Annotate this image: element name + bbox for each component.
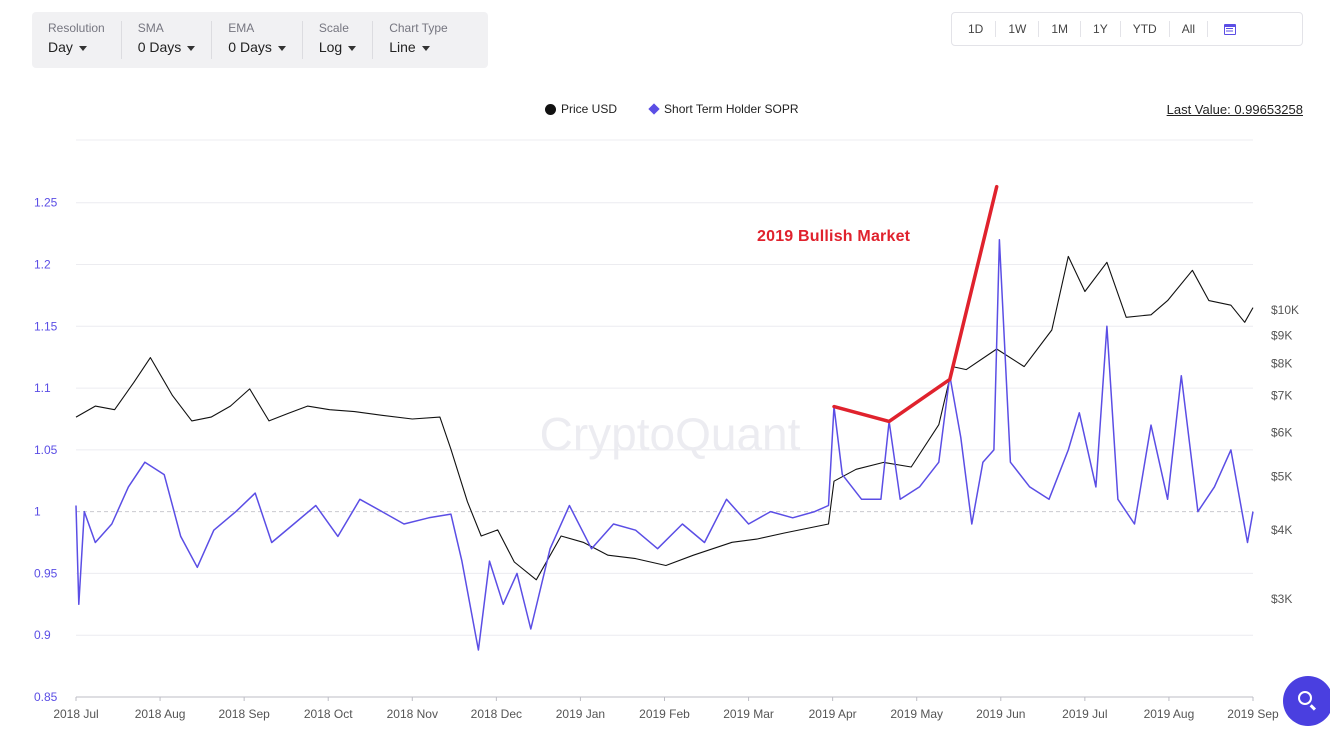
range-all-button[interactable]: All: [1168, 21, 1207, 37]
right-axis-tick-label: $8K: [1271, 357, 1292, 371]
sopr-line: [75, 239, 1254, 651]
control-value: 0 Days: [137, 39, 182, 55]
x-axis-tick-label: 2018 Nov: [387, 707, 438, 721]
control-scale[interactable]: Scale Log: [301, 21, 372, 59]
caret-down-icon: [277, 45, 286, 51]
control-ema[interactable]: EMA 0 Days: [211, 21, 302, 59]
time-range-selector: 1D 1W 1M 1Y YTD All: [951, 12, 1303, 46]
last-value-link[interactable]: Last Value: 0.99653258: [1166, 102, 1303, 117]
x-axis-tick-label: 2019 Apr: [809, 707, 857, 721]
x-axis-tick-label: 2018 Sep: [218, 707, 270, 721]
range-1m-button[interactable]: 1M: [1038, 21, 1080, 37]
range-ytd-button[interactable]: YTD: [1119, 21, 1169, 37]
control-chart-type[interactable]: Chart Type Line: [372, 21, 463, 59]
caret-down-icon: [348, 45, 357, 51]
left-axis-tick-label: 1.1: [34, 381, 51, 395]
circle-marker-icon: [545, 103, 556, 115]
right-axis-tick-label: $5K: [1271, 469, 1292, 483]
right-axis-tick-label: $9K: [1271, 328, 1292, 342]
caret-down-icon: [187, 45, 196, 51]
scale-select[interactable]: Log: [318, 39, 357, 55]
ema-select[interactable]: 0 Days: [228, 39, 286, 55]
right-axis-tick-label: $6K: [1271, 426, 1292, 440]
caret-down-icon: [78, 45, 87, 51]
annotation-line: [832, 184, 999, 424]
x-axis-tick-label: 2018 Oct: [304, 707, 353, 721]
control-value: Log: [318, 39, 343, 55]
right-axis-tick-label: $10K: [1271, 303, 1299, 317]
x-axis-tick-label: 2019 Feb: [639, 707, 690, 721]
left-axis-tick-label: 0.9: [34, 628, 51, 642]
x-axis-tick-label: 2018 Jul: [53, 707, 98, 721]
control-label: Resolution: [48, 21, 105, 35]
calendar-icon: [1224, 23, 1237, 35]
x-axis-tick-label: 2019 Jul: [1062, 707, 1107, 721]
watermark: CryptoQuant: [540, 408, 801, 460]
control-label: SMA: [137, 21, 164, 35]
range-1d-button[interactable]: 1D: [968, 22, 984, 36]
left-axis-tick-label: 1: [34, 505, 41, 519]
legend-label: Short Term Holder SOPR: [664, 102, 799, 116]
control-label: Chart Type: [389, 21, 448, 35]
chart-controls: Resolution Day SMA 0 Days EMA 0 Days Sca…: [32, 12, 488, 68]
chart-type-select[interactable]: Line: [389, 39, 447, 55]
price-usd-line: [75, 255, 1254, 581]
resolution-select[interactable]: Day: [48, 39, 105, 55]
range-1y-button[interactable]: 1Y: [1080, 21, 1120, 37]
left-axis-tick-label: 1.15: [34, 319, 58, 333]
control-label: Scale: [318, 21, 349, 35]
chart-legend: Price USD Short Term Holder SOPR: [545, 102, 832, 116]
sma-select[interactable]: 0 Days: [138, 39, 196, 55]
legend-item-price[interactable]: Price USD: [545, 102, 617, 116]
control-label: EMA: [228, 21, 255, 35]
left-axis-tick-label: 0.85: [34, 690, 58, 704]
x-axis-tick-label: 2019 Jun: [976, 707, 1025, 721]
x-axis-tick-label: 2019 Jan: [556, 707, 605, 721]
control-value: Line: [389, 39, 416, 55]
control-value: Day: [48, 39, 73, 55]
left-axis-tick-label: 0.95: [34, 566, 58, 580]
search-icon: [1298, 691, 1312, 705]
x-axis-tick-label: 2018 Dec: [471, 707, 522, 721]
calendar-button[interactable]: [1207, 21, 1252, 37]
x-axis-tick-label: 2019 Sep: [1227, 707, 1279, 721]
x-axis-tick-label: 2019 May: [890, 707, 943, 721]
right-axis-tick-label: $4K: [1271, 523, 1292, 537]
x-axis-tick-label: 2019 Aug: [1144, 707, 1195, 721]
x-axis-tick-label: 2018 Aug: [135, 707, 186, 721]
caret-down-icon: [421, 45, 430, 51]
right-axis-tick-label: $3K: [1271, 592, 1292, 606]
left-axis-tick-label: 1.2: [34, 258, 51, 272]
x-axis-tick-label: 2019 Mar: [723, 707, 774, 721]
support-chat-button[interactable]: [1283, 676, 1330, 726]
left-axis-tick-label: 1.05: [34, 443, 58, 457]
range-1w-button[interactable]: 1W: [995, 21, 1038, 37]
left-axis-tick-label: 1.25: [34, 196, 58, 210]
legend-item-sopr[interactable]: Short Term Holder SOPR: [648, 102, 799, 116]
control-resolution[interactable]: Resolution Day: [32, 21, 121, 59]
legend-label: Price USD: [561, 102, 618, 116]
control-sma[interactable]: SMA 0 Days: [120, 21, 212, 59]
control-value: 0 Days: [228, 39, 272, 55]
annotation-label: 2019 Bullish Market: [757, 228, 911, 245]
right-axis-tick-label: $7K: [1271, 389, 1292, 403]
